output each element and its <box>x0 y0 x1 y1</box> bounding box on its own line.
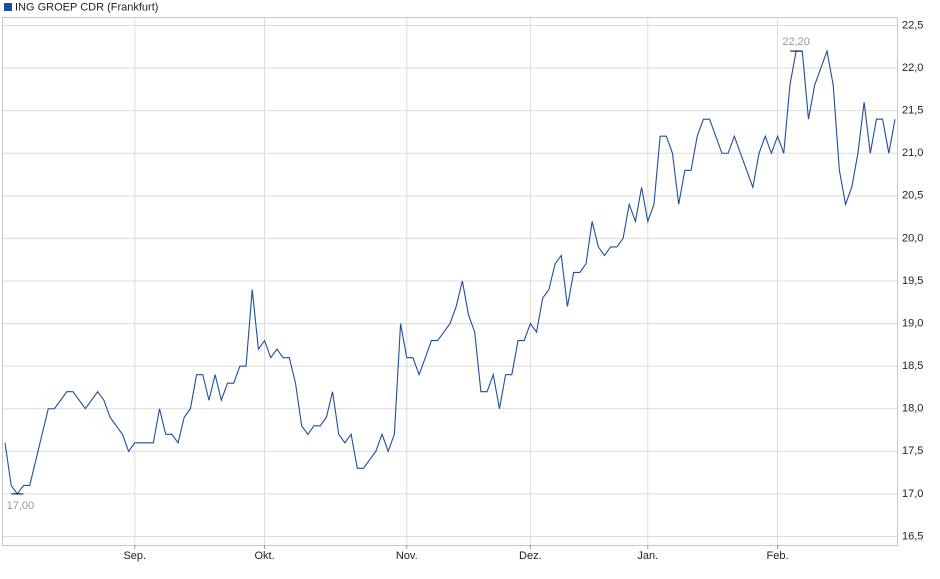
y-tick-label: 22,5 <box>902 19 923 31</box>
y-tick-label: 19,5 <box>902 275 923 287</box>
x-tick-label: Nov. <box>396 550 418 562</box>
y-tick-label: 18,5 <box>902 360 923 372</box>
x-tick-label: Dez. <box>519 550 542 562</box>
plot-frame <box>2 17 898 546</box>
y-tick-label: 19,0 <box>902 317 923 329</box>
y-tick-label: 17,5 <box>902 445 923 457</box>
max-label: 22,20 <box>782 36 810 48</box>
y-tick-label: 20,5 <box>902 190 923 202</box>
y-tick-label: 16,5 <box>902 530 923 542</box>
x-tick-label: Jan. <box>637 550 658 562</box>
y-tick-label: 21,0 <box>902 147 923 159</box>
y-tick-label: 17,0 <box>902 488 923 500</box>
x-tick-label: Feb. <box>767 550 789 562</box>
y-tick-label: 21,5 <box>902 105 923 117</box>
x-tick-label: Sep. <box>123 550 146 562</box>
price-line <box>4 48 896 495</box>
y-tick-label: 18,0 <box>902 403 923 415</box>
y-tick-label: 20,0 <box>902 232 923 244</box>
min-label: 17,00 <box>7 500 35 512</box>
x-tick-label: Okt. <box>254 550 274 562</box>
y-tick-label: 22,0 <box>902 62 923 74</box>
legend-swatch <box>4 3 12 11</box>
legend-label: ING GROEP CDR (Frankfurt) <box>15 1 158 13</box>
